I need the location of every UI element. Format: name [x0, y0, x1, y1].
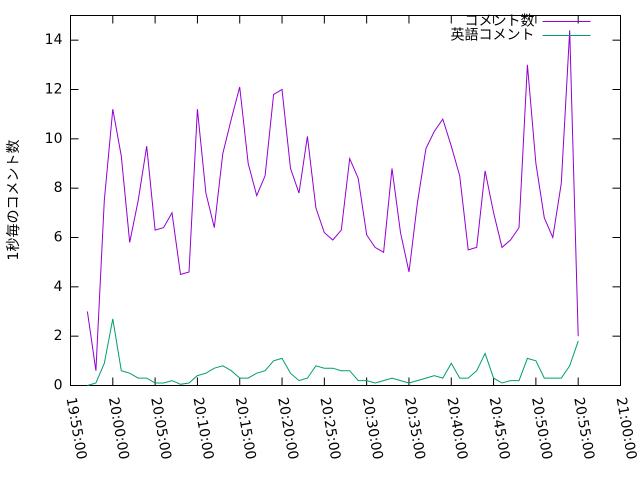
x-tick-label: 21:00:00: [613, 396, 640, 461]
series-line: [86, 30, 579, 371]
x-tick-label: 20:30:00: [359, 396, 386, 461]
y-tick-label: 2: [54, 328, 63, 344]
x-tick-label: 20:50:00: [528, 396, 555, 461]
plot-border: [70, 15, 621, 386]
series-line: [87, 318, 579, 386]
y-tick-label: 12: [45, 82, 63, 98]
x-tick-label: 20:40:00: [443, 396, 470, 461]
x-tick-label: 20:00:00: [105, 396, 132, 461]
x-tick-label: 20:45:00: [486, 396, 513, 461]
y-tick-label: 14: [45, 32, 63, 48]
y-axis-label: 1秒毎のコメント数: [6, 140, 22, 261]
x-tick-label: 20:25:00: [316, 396, 343, 461]
x-tick-label: 20:05:00: [147, 396, 174, 461]
y-tick-label: 0: [54, 378, 63, 394]
legend-label: 英語コメント: [451, 27, 535, 44]
x-tick-label: 20:20:00: [274, 396, 301, 461]
y-tick-label: 10: [45, 131, 63, 147]
y-tick-label: 8: [54, 180, 63, 196]
x-tick-label: 20:15:00: [232, 396, 259, 461]
y-tick-label: 4: [54, 279, 63, 295]
y-tick-label: 6: [54, 230, 63, 246]
x-tick-label: 19:55:00: [63, 396, 90, 461]
legend-label: コメント数: [465, 14, 535, 30]
x-tick-label: 20:55:00: [570, 396, 597, 461]
x-tick-label: 20:10:00: [190, 396, 217, 461]
x-tick-label: 20:35:00: [401, 396, 428, 461]
